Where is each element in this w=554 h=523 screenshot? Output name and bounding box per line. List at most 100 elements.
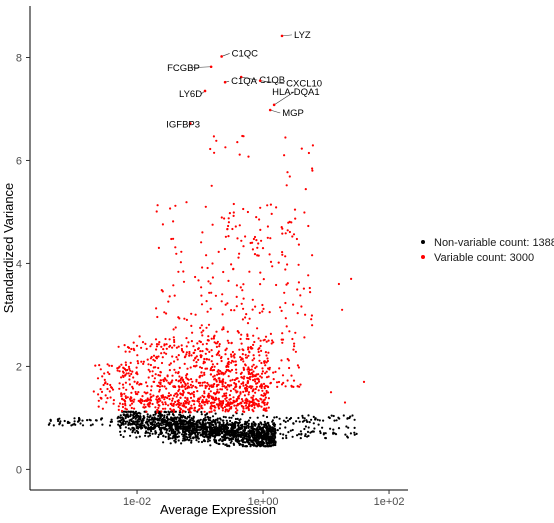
- data-point: [100, 390, 104, 393]
- data-point: [267, 432, 270, 435]
- data-point: [172, 284, 175, 287]
- data-point: [203, 392, 206, 395]
- data-point: [262, 414, 265, 417]
- data-point: [253, 340, 256, 344]
- data-point: [182, 426, 185, 429]
- gene-label: C1QB: [259, 75, 285, 86]
- data-point: [166, 374, 169, 377]
- data-point: [179, 425, 182, 428]
- data-point: [262, 442, 266, 445]
- data-point: [213, 365, 216, 368]
- data-point: [133, 398, 136, 401]
- data-point: [162, 378, 165, 381]
- data-point: [49, 418, 52, 422]
- data-point: [160, 410, 163, 413]
- data-point: [150, 389, 153, 392]
- data-point: [184, 400, 188, 403]
- data-point: [243, 410, 246, 413]
- data-point: [172, 414, 175, 417]
- data-point: [261, 400, 264, 403]
- data-point: [184, 383, 187, 387]
- variable-points: [92, 134, 366, 414]
- data-point: [304, 313, 307, 316]
- data-point: [256, 416, 259, 419]
- data-point: [294, 217, 297, 220]
- data-point: [118, 365, 121, 368]
- data-point: [119, 426, 122, 430]
- data-point: [190, 404, 193, 407]
- data-point: [269, 203, 272, 206]
- data-point: [261, 389, 264, 392]
- data-point: [235, 404, 238, 407]
- data-point: [187, 378, 190, 381]
- data-point: [89, 424, 92, 427]
- data-point: [150, 418, 153, 421]
- data-point: [230, 368, 234, 372]
- data-point: [232, 399, 235, 402]
- data-point: [244, 399, 247, 402]
- data-point: [254, 374, 257, 377]
- data-point: [226, 402, 229, 405]
- data-point: [121, 374, 124, 377]
- data-point: [329, 427, 332, 430]
- data-point: [211, 355, 214, 358]
- data-point: [172, 410, 175, 413]
- data-point: [297, 433, 301, 436]
- data-point: [241, 413, 244, 416]
- data-point: [122, 371, 125, 374]
- data-point: [110, 418, 113, 421]
- data-point: [144, 434, 147, 437]
- x-tick-label: 1e-02: [123, 496, 151, 508]
- data-point: [184, 387, 187, 391]
- data-point: [307, 224, 310, 228]
- data-point: [174, 437, 177, 440]
- data-point: [298, 420, 301, 423]
- data-point: [218, 422, 221, 425]
- data-point: [224, 416, 227, 419]
- data-point: [301, 414, 304, 417]
- data-point: [280, 359, 283, 362]
- data-point: [308, 286, 311, 290]
- data-point: [230, 440, 233, 443]
- data-point: [251, 373, 254, 376]
- data-point: [201, 407, 204, 410]
- data-point: [286, 357, 289, 361]
- data-point: [212, 337, 215, 340]
- data-point: [275, 206, 278, 209]
- data-point: [310, 318, 313, 321]
- data-point: [176, 432, 179, 435]
- data-point: [260, 239, 263, 242]
- data-point: [189, 383, 192, 386]
- data-point: [178, 366, 181, 369]
- data-point: [281, 341, 284, 344]
- data-point: [212, 335, 216, 338]
- data-point: [192, 393, 195, 396]
- data-point: [209, 390, 212, 393]
- data-point: [269, 445, 272, 448]
- data-point: [221, 404, 224, 407]
- data-point: [186, 382, 189, 385]
- data-point: [187, 391, 190, 395]
- data-point: [152, 394, 155, 397]
- data-point: [220, 359, 223, 363]
- data-point: [128, 374, 131, 377]
- data-point: [228, 404, 231, 407]
- data-point: [230, 309, 233, 312]
- data-point: [198, 408, 201, 411]
- data-point: [175, 395, 178, 398]
- data-point: [264, 351, 267, 354]
- data-point: [145, 430, 148, 433]
- data-point: [256, 246, 259, 249]
- data-point: [247, 155, 250, 158]
- data-point: [260, 405, 263, 408]
- data-point: [204, 425, 207, 428]
- data-point: [310, 430, 313, 433]
- data-point: [171, 397, 174, 400]
- data-point: [324, 437, 327, 440]
- data-point: [145, 392, 148, 395]
- data-point: [253, 235, 257, 239]
- data-point: [135, 436, 138, 439]
- data-point: [252, 379, 255, 382]
- gene-point: [188, 122, 192, 125]
